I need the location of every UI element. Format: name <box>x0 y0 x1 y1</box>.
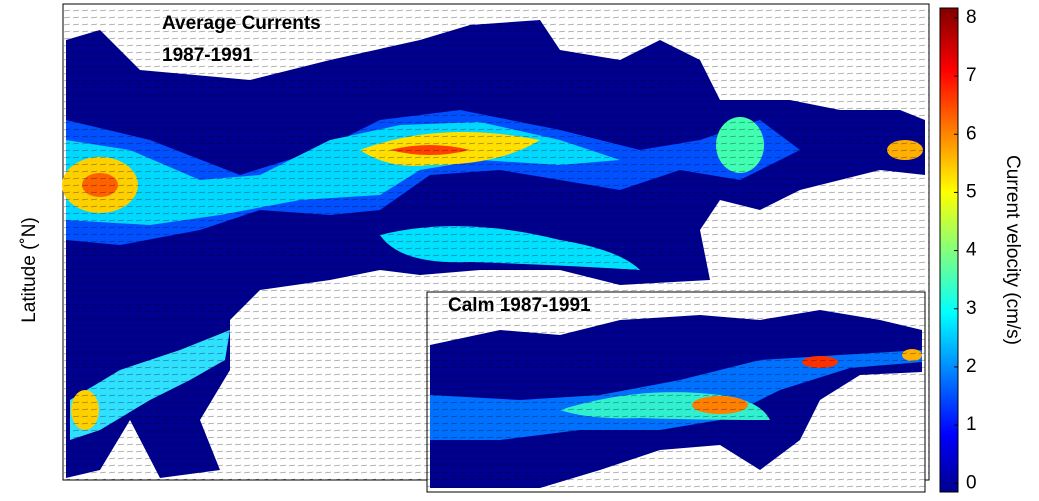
map-title: Average Currents <box>162 13 321 34</box>
colorbar-tick-label: 5 <box>966 181 977 202</box>
colorbar-tick-label: 8 <box>966 7 977 28</box>
colorbar: Current velocity (cm/s) 0 1 2 3 4 5 6 7 8 <box>939 7 1023 493</box>
colorbar-label: Current velocity (cm/s) <box>1002 155 1023 345</box>
main-map: Average Currents 1987-1991 <box>62 3 930 481</box>
colorbar-tick-label: 6 <box>966 123 977 144</box>
colorbar-tick-label: 7 <box>966 65 977 86</box>
colorbar-tick-label: 3 <box>966 298 977 319</box>
inset-title: Calm 1987-1991 <box>448 295 591 316</box>
colorbar-tick-label: 1 <box>966 414 977 435</box>
inset-vectors <box>427 292 925 492</box>
colorbar-tick-label: 0 <box>966 472 977 493</box>
colorbar-scale <box>939 7 959 493</box>
colorbar-tick-label: 4 <box>966 240 977 261</box>
y-axis-label: Latitude (˚N) <box>19 217 40 323</box>
inset-map: Calm 1987-1991 <box>426 291 926 493</box>
colorbar-tick-label: 2 <box>966 356 977 377</box>
map-subtitle: 1987-1991 <box>162 45 253 66</box>
